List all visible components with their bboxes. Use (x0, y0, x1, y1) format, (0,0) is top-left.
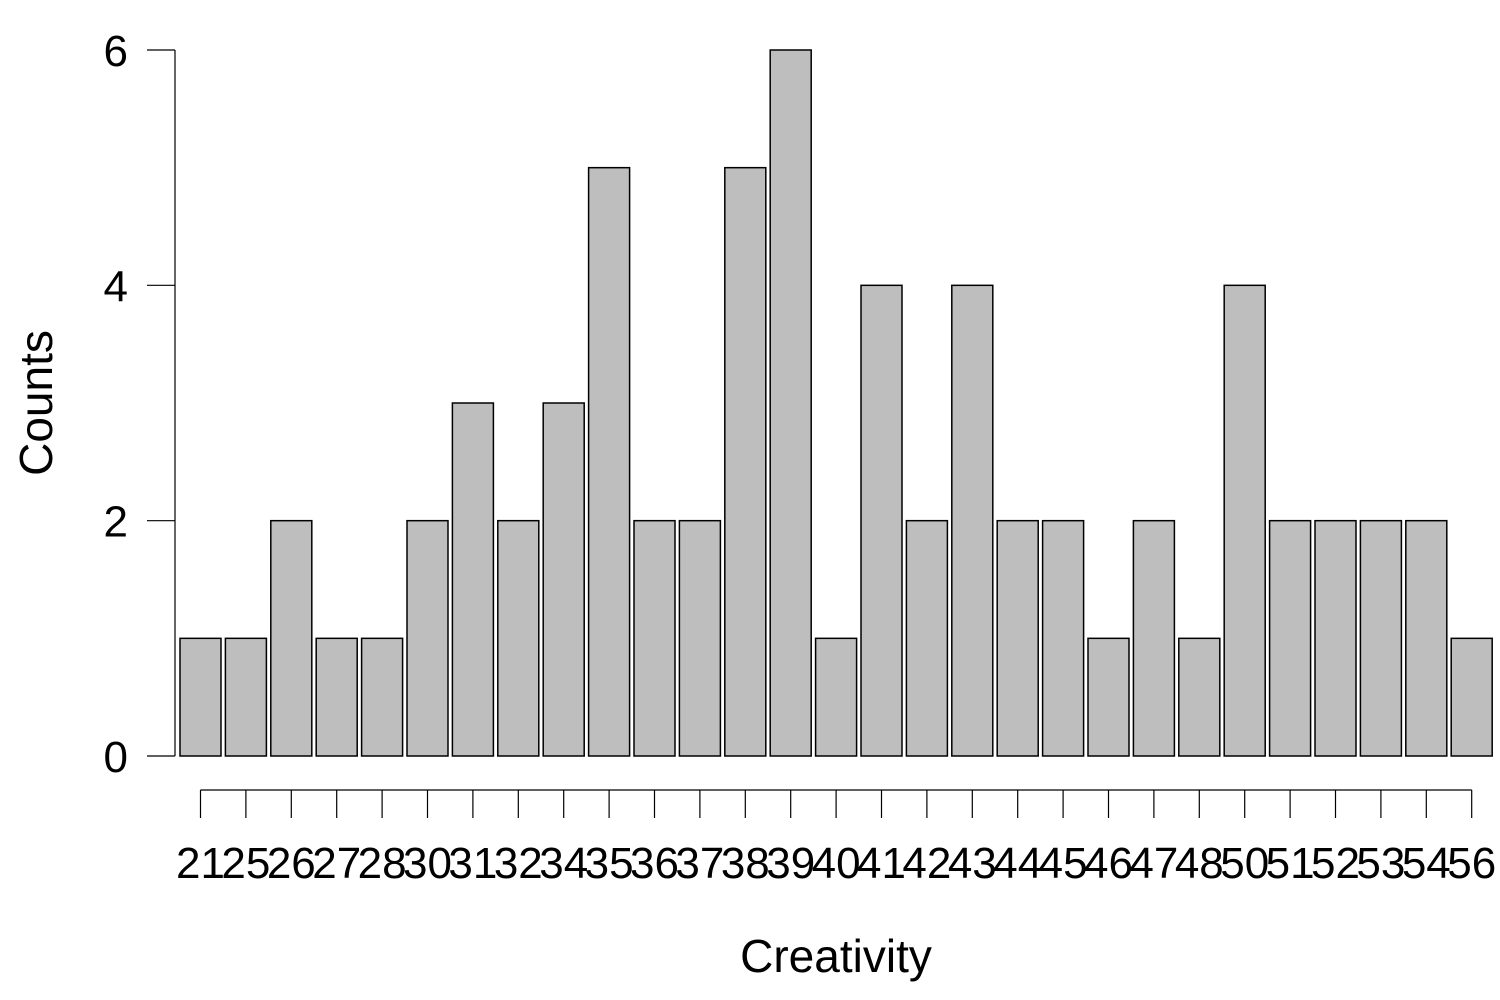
x-tick-label: 32 (494, 839, 543, 888)
x-tick-label: 37 (675, 839, 724, 888)
y-tick-label: 2 (104, 498, 128, 547)
y-axis-title: Counts (10, 330, 62, 476)
x-axis-title: Creativity (740, 930, 932, 982)
bar (406, 519, 449, 757)
bar (860, 284, 903, 757)
bar (633, 519, 676, 757)
bar (497, 519, 540, 757)
bar (542, 402, 585, 757)
x-tick-label: 39 (766, 839, 815, 888)
bar (678, 519, 722, 757)
x-tick-label: 27 (312, 839, 361, 888)
bar (1359, 519, 1403, 757)
bar (1041, 519, 1085, 757)
x-tick-label: 28 (358, 839, 407, 888)
y-tick-label: 6 (104, 27, 128, 76)
x-tick-label: 53 (1356, 839, 1405, 888)
bar (1178, 637, 1221, 757)
bar (1450, 637, 1493, 757)
bar (587, 166, 631, 757)
bar (1268, 519, 1312, 757)
bar (1405, 519, 1448, 757)
x-tick-label: 42 (902, 839, 951, 888)
bar (905, 519, 949, 757)
x-tick-label: 46 (1084, 839, 1133, 888)
x-tick-label: 25 (221, 839, 270, 888)
bar (1087, 637, 1130, 757)
bar (724, 166, 767, 757)
x-tick-label: 48 (1175, 839, 1224, 888)
bar (814, 637, 858, 757)
x-tick-label: 56 (1447, 839, 1496, 888)
x-tick-label: 21 (176, 839, 225, 888)
x-tick-label: 26 (267, 839, 316, 888)
bar (270, 519, 313, 757)
bar (951, 284, 994, 757)
bars-group (179, 49, 1493, 757)
bar (1314, 519, 1357, 757)
bar (179, 637, 222, 757)
x-tick-label: 35 (585, 839, 634, 888)
bar (996, 519, 1039, 757)
y-tick-label: 4 (104, 262, 128, 311)
bar (224, 637, 268, 757)
bar (769, 49, 812, 757)
x-tick-label: 47 (1129, 839, 1178, 888)
x-tick-label: 51 (1266, 839, 1315, 888)
x-tick-label: 54 (1402, 839, 1451, 888)
x-tick-label: 45 (1039, 839, 1088, 888)
bar (451, 402, 495, 757)
bar (1223, 284, 1266, 757)
x-tick-label: 30 (403, 839, 452, 888)
x-tick-label: 50 (1220, 839, 1269, 888)
x-tick-label: 40 (812, 839, 861, 888)
x-tick-label: 52 (1311, 839, 1360, 888)
y-axis: 0 2 4 6 (104, 27, 176, 782)
x-tick-label: 43 (948, 839, 997, 888)
x-tick-label: 38 (721, 839, 770, 888)
x-tick-label: 36 (630, 839, 679, 888)
x-tick-label: 41 (857, 839, 906, 888)
bar (315, 637, 358, 757)
x-tick-label: 44 (993, 839, 1042, 888)
x-tick-label: 34 (539, 839, 588, 888)
bar (1132, 519, 1176, 757)
y-tick-label: 0 (104, 733, 128, 782)
x-tick-label: 31 (448, 839, 497, 888)
bar (360, 637, 404, 757)
x-axis: 2125262728303132343536373839404142434445… (176, 789, 1496, 888)
